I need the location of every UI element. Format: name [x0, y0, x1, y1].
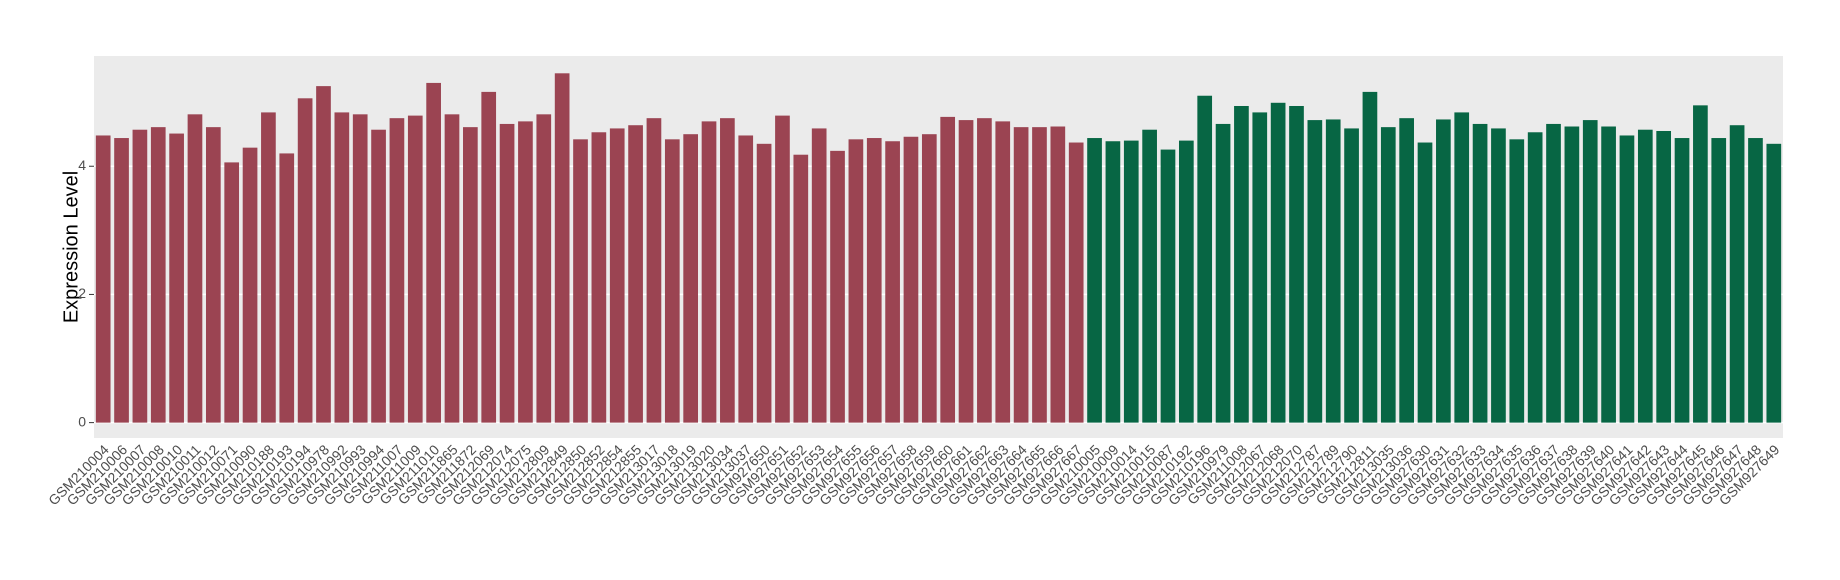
bar	[1050, 126, 1066, 423]
y-tick-label: 0	[78, 413, 86, 429]
bar	[1674, 138, 1690, 423]
bar	[518, 121, 533, 423]
bar	[1215, 123, 1231, 423]
bar	[1729, 125, 1745, 423]
bar	[95, 135, 111, 423]
bar	[444, 114, 460, 423]
bar	[1693, 105, 1708, 423]
bar	[1270, 102, 1286, 423]
bar	[609, 128, 625, 423]
bar	[1601, 126, 1616, 423]
bar	[995, 121, 1011, 423]
bar	[977, 118, 992, 423]
bar	[1307, 120, 1323, 423]
bar	[389, 118, 405, 423]
bar	[536, 114, 552, 423]
bar	[1344, 128, 1359, 423]
bar	[242, 147, 258, 423]
bar	[903, 136, 919, 423]
bar	[848, 139, 864, 423]
bar	[187, 114, 203, 423]
bar	[481, 91, 497, 423]
bar	[1325, 119, 1341, 423]
bar	[463, 127, 478, 423]
bar	[1032, 127, 1047, 423]
bar	[591, 132, 607, 423]
bar	[1637, 129, 1653, 423]
y-axis-title: Expression Level	[60, 171, 82, 323]
bar	[1142, 129, 1157, 423]
bar	[1417, 142, 1433, 423]
bar	[1380, 127, 1396, 423]
bar	[1491, 128, 1506, 423]
bar	[756, 143, 772, 423]
bar	[1582, 120, 1598, 423]
bar	[1748, 138, 1763, 423]
bar	[1252, 112, 1268, 423]
bar	[371, 129, 386, 423]
bar	[940, 116, 956, 423]
bar	[1546, 123, 1561, 423]
bar	[1454, 112, 1470, 423]
bar	[646, 118, 662, 423]
bar	[1068, 142, 1084, 423]
bar	[573, 139, 588, 423]
bar	[1362, 91, 1378, 423]
bar	[297, 98, 313, 423]
bar	[1289, 105, 1304, 423]
bar	[169, 133, 184, 423]
bar	[866, 138, 882, 423]
bar	[1766, 143, 1782, 423]
bar	[701, 121, 717, 423]
bar	[261, 112, 276, 423]
y-tick-label: 2	[78, 285, 86, 301]
bar	[738, 135, 754, 423]
bar	[1013, 127, 1029, 423]
bar	[224, 162, 240, 423]
bar	[1123, 140, 1139, 423]
bar	[1619, 135, 1635, 423]
bar	[114, 138, 129, 423]
bar	[1711, 138, 1727, 423]
bar	[1160, 149, 1176, 423]
bar	[1197, 95, 1213, 423]
bar	[811, 128, 827, 423]
bar	[150, 127, 166, 423]
bar	[316, 86, 331, 423]
bar	[921, 134, 937, 423]
bar	[775, 115, 790, 423]
bar	[1087, 138, 1102, 423]
bar	[352, 114, 368, 423]
bar	[683, 134, 699, 423]
bar	[628, 125, 643, 423]
bar	[1564, 126, 1580, 423]
bar	[334, 112, 350, 423]
bar	[205, 127, 221, 423]
bar	[1234, 105, 1249, 423]
bar	[1436, 119, 1451, 423]
bar	[1656, 130, 1672, 423]
bar	[426, 82, 441, 423]
bar	[407, 115, 423, 423]
bar	[720, 118, 735, 423]
bar	[1472, 123, 1488, 423]
bar	[830, 150, 845, 423]
bar	[554, 73, 570, 423]
bar	[1178, 140, 1194, 423]
bar	[1527, 132, 1543, 423]
bar	[664, 139, 680, 423]
bar	[1399, 118, 1414, 423]
bar	[132, 129, 148, 423]
bar	[279, 153, 295, 423]
bar	[958, 120, 974, 423]
bar	[793, 154, 809, 423]
bar	[1105, 141, 1121, 423]
bar	[1509, 139, 1525, 423]
bar	[885, 141, 900, 423]
y-tick-label: 4	[78, 157, 86, 173]
bar	[499, 123, 515, 423]
